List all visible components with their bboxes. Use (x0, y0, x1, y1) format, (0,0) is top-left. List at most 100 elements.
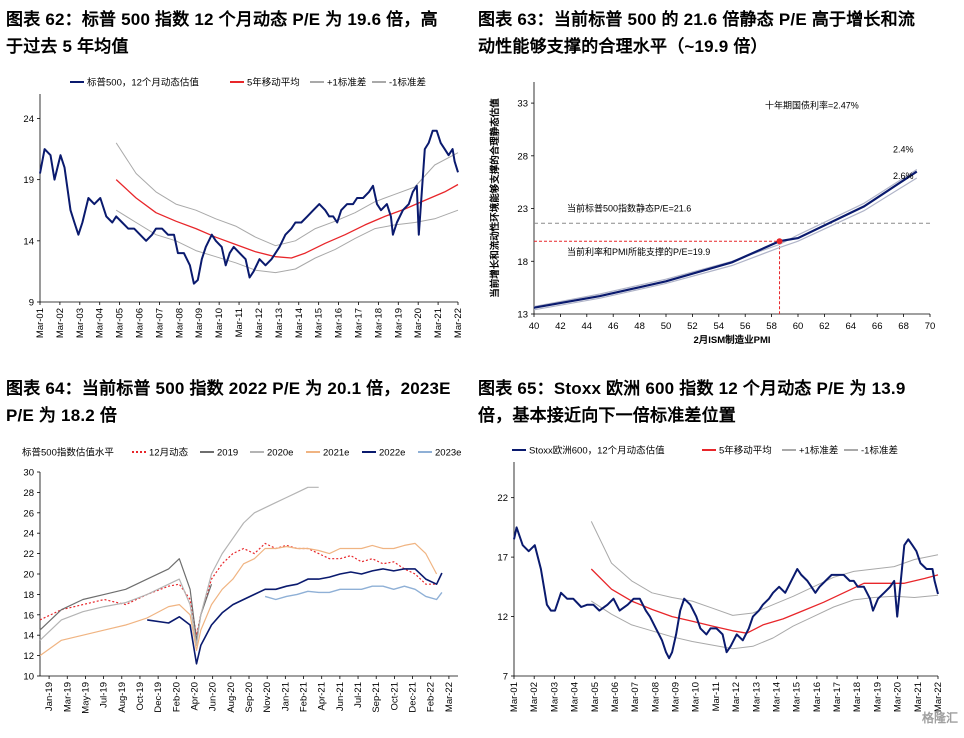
c64-ytick-label-5: 20 (23, 570, 34, 581)
c62-xtick-label-1: Mar-02 (55, 308, 66, 338)
c64-legend-4-label: 2022e (379, 448, 405, 459)
c64-legend-2-label: 2020e (267, 448, 293, 459)
c64-series-4 (147, 568, 443, 665)
c65-xtick-label-2: Mar-03 (549, 682, 560, 712)
chart-65: 7 12 17 22 Mar-01 Mar-02 Mar-03 Mar-04 Mar-05 Mar… (497, 445, 944, 713)
c62-series-0 (39, 129, 459, 285)
c64-xtick-label-14: Feb-21 (299, 682, 310, 712)
c62-ytick-label-2: 19 (23, 175, 34, 186)
c65-xtick-label-9: Mar-10 (691, 682, 702, 712)
c64-xtick-label-21: Feb-22 (426, 682, 437, 712)
c64-xtick-label-16: Jun-21 (335, 682, 346, 711)
c64-ytick-label-0: 10 (23, 672, 34, 683)
chart-64-title-line1: 图表 64：当前标普 500 指数 2022 P/E 为 20.1 倍，2023… (6, 379, 451, 398)
c65-xtick-label-0: Mar-01 (509, 682, 520, 712)
c64-ytick-label-10: 30 (23, 468, 34, 479)
c63-series-1 (533, 170, 918, 309)
c65-ytick-label-3: 22 (497, 493, 508, 504)
c62-ytick-label-3: 24 (23, 114, 34, 125)
chart-63-title: 图表 63：当前标普 500 的 21.6 倍静态 P/E 高于增长和流 动性能… (478, 6, 958, 60)
c64-xtick-label-20: Dec-21 (408, 682, 419, 713)
c62-series-2 (115, 142, 459, 247)
c62-xtick-label-6: Mar-07 (154, 308, 165, 338)
c64-xtick-label-11: Sep-20 (244, 682, 255, 713)
c62-xtick-label-5: Mar-06 (135, 308, 146, 338)
c64-xtick-label-5: Oct-19 (135, 682, 146, 711)
c63-ytick-label-0: 13 (517, 310, 528, 321)
c62-xtick-label-13: Mar-14 (294, 308, 305, 338)
c63-annotation-current-pe: 当前标普500指数静态P/E=21.6 (567, 203, 691, 214)
c62-series-1 (115, 179, 459, 259)
c62-xtick-label-14: Mar-15 (314, 308, 325, 338)
c64-xtick-label-17: Jul-21 (353, 682, 364, 708)
c62-xtick-label-17: Mar-18 (373, 308, 384, 338)
c63-xtick-label-14: 68 (898, 321, 909, 332)
c65-series-1 (590, 568, 939, 634)
c65-xtick-label-19: Mar-20 (893, 682, 904, 712)
c63-xtick-label-0: 40 (529, 321, 540, 332)
c63-xtick-label-7: 54 (714, 321, 725, 332)
c64-xtick-label-2: May-19 (80, 682, 91, 714)
c62-xtick-label-4: Mar-05 (115, 308, 126, 338)
c64-ytick-label-4: 18 (23, 590, 34, 601)
c63-xtick-label-11: 62 (819, 321, 830, 332)
c63-x-axis-title: 2月ISM制造业PMI (693, 334, 770, 346)
c65-ytick-label-2: 17 (497, 553, 508, 564)
c63-xtick-label-4: 48 (634, 321, 645, 332)
c65-xtick-label-3: Mar-04 (570, 682, 581, 712)
c64-ytick-label-6: 22 (23, 549, 34, 560)
c64-xtick-label-7: Feb-20 (171, 682, 182, 712)
c63-xtick-label-13: 66 (872, 321, 883, 332)
c64-series-5 (264, 585, 443, 601)
c63-ytick-label-1: 18 (517, 257, 528, 268)
c65-xtick-label-7: Mar-08 (650, 682, 661, 712)
c64-legend-0-label: 12月动态 (149, 447, 189, 459)
c63-xtick-label-5: 50 (661, 321, 672, 332)
c63-xtick-label-6: 52 (687, 321, 698, 332)
c63-annotation-top: 十年期国债利率=2.47% (765, 99, 859, 110)
c63-xtick-label-10: 60 (793, 321, 804, 332)
chart-62-title-line1: 图表 62：标普 500 指数 12 个月动态 P/E 为 19.6 倍，高 (6, 10, 438, 29)
c62-xtick-label-11: Mar-12 (254, 308, 265, 338)
c64-ytick-label-3: 16 (23, 610, 34, 621)
c62-xtick-label-3: Mar-04 (95, 308, 106, 338)
c65-xtick-label-17: Mar-18 (852, 682, 863, 712)
c63-xtick-label-8: 56 (740, 321, 751, 332)
c63-xtick-label-15: 70 (925, 321, 936, 332)
chart-63-title-line2: 动性能够支撑的合理水平（~19.9 倍） (478, 37, 768, 56)
c63-annotation-rate-lo: 2.6% (893, 171, 914, 181)
c64-xtick-label-15: Apr-21 (317, 682, 328, 711)
c64-ytick-label-1: 12 (23, 651, 34, 662)
c63-current-point (776, 238, 783, 245)
c64-xtick-label-12: Nov-20 (262, 682, 273, 713)
c65-xtick-label-5: Mar-06 (610, 682, 621, 712)
c63-annotation-rate-hi: 2.4% (893, 145, 914, 155)
c65-xtick-label-15: Mar-16 (812, 682, 823, 712)
c65-xtick-label-20: Mar-21 (913, 682, 924, 712)
c62-xtick-label-12: Mar-13 (274, 308, 285, 338)
c62-xtick-label-0: Mar-01 (35, 308, 46, 338)
c63-y-axis-title: 当前增长和流动性环境能够支撑的合理静态估值 (489, 98, 501, 298)
c64-series-1 (39, 558, 213, 641)
c65-xtick-label-13: Mar-14 (771, 682, 782, 712)
c64-legend-5-label: 2023e (435, 448, 461, 459)
c65-xtick-label-14: Mar-15 (792, 682, 803, 712)
chart-64-title-line2: P/E 为 18.2 倍 (6, 406, 118, 425)
chart-64: 10 12 14 16 18 20 22 24 26 28 30 Jan-19 Mar-19 May-19… (22, 447, 461, 714)
c62-legend-3-label: -1标准差 (389, 77, 426, 89)
c63-series-2 (533, 177, 918, 311)
c62-xtick-label-8: Mar-09 (194, 308, 205, 338)
c63-ytick-label-2: 23 (517, 204, 528, 215)
c65-xtick-label-8: Mar-09 (671, 682, 682, 712)
c65-series-0 (513, 526, 939, 660)
c65-legend-1-label: 5年移动平均 (719, 445, 772, 457)
c64-xtick-label-3: Jul-19 (99, 682, 110, 708)
chart-64-title: 图表 64：当前标普 500 指数 2022 P/E 为 20.1 倍，2023… (6, 375, 476, 429)
chart-65-title: 图表 65：Stoxx 欧洲 600 指数 12 个月动态 P/E 为 13.9… (478, 375, 958, 429)
c64-xtick-label-22: Mar-22 (444, 682, 455, 712)
chart-63: 13 18 23 28 33 40 42 44 46 48 50 52 54 56 58 60 62 64 66 68… (489, 82, 936, 346)
c64-ytick-label-7: 24 (23, 529, 34, 540)
c64-xtick-label-6: Dec-19 (153, 682, 164, 713)
c62-xtick-label-20: Mar-21 (433, 308, 444, 338)
c62-ytick-label-0: 9 (29, 298, 34, 309)
